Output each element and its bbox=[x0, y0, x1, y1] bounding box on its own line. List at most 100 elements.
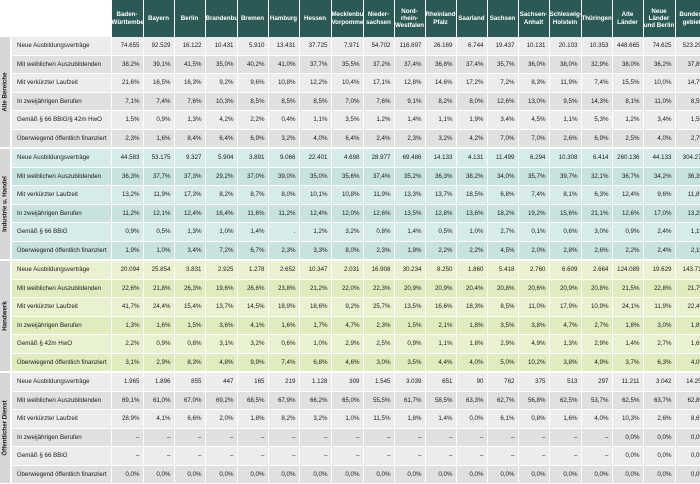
table-row: Gemäß § 42m HwO 2,2% 0,9% 0,8% 3,1% 3,2% 0,6% 1… bbox=[0, 334, 700, 354]
table-cell: 10,4% bbox=[330, 73, 363, 93]
table-cell: 11,5% bbox=[362, 409, 394, 429]
section-label: Handwerk bbox=[1, 301, 9, 331]
table-cell: 61,7% bbox=[393, 391, 425, 410]
table-cell: 22,3% bbox=[362, 279, 394, 298]
table-cell: 20,9% bbox=[393, 279, 425, 298]
table-cell: – bbox=[110, 428, 143, 447]
table-cell: 6,8% bbox=[298, 353, 331, 373]
column-header: Sachsen-Anhalt bbox=[517, 0, 549, 37]
table-cell: – bbox=[236, 446, 268, 466]
table-cell: 7,2% bbox=[486, 73, 518, 93]
table-cell: 0,9% bbox=[110, 222, 143, 242]
table-cell: – bbox=[424, 428, 456, 447]
table-cell: 1,8% bbox=[393, 409, 425, 429]
table-cell: 1,0% bbox=[204, 222, 237, 242]
table-cell: 66,2% bbox=[298, 391, 331, 410]
table-cell: 1,1% bbox=[298, 110, 331, 130]
table-cell: 0,0% bbox=[517, 465, 549, 484]
table-cell: – bbox=[517, 428, 549, 447]
table-cell: 0,9% bbox=[142, 334, 174, 354]
table-cell: 2,2% bbox=[236, 110, 268, 130]
table-cell: 7,6% bbox=[362, 92, 394, 111]
table-cell: 4,2% bbox=[204, 110, 237, 130]
row-label: Gemäß § 66 BBiG bbox=[10, 222, 111, 242]
table-cell: 3,1% bbox=[110, 353, 143, 373]
table-cell: 2,9% bbox=[142, 353, 174, 373]
table-cell: 55,5% bbox=[362, 391, 394, 410]
table-cell: – bbox=[298, 428, 331, 447]
table-cell: 3.891 bbox=[236, 147, 268, 168]
table-cell: 6,3% bbox=[642, 353, 675, 373]
table-cell: 0,0% bbox=[362, 465, 394, 484]
table-cell: 18,6% bbox=[298, 297, 331, 317]
table-cell: 3,4% bbox=[173, 241, 205, 261]
table-cell: 4,8% bbox=[204, 353, 237, 373]
table-cell: 0,6% bbox=[267, 334, 299, 354]
table-cell: 0,0% bbox=[455, 409, 487, 429]
table-cell: 11.211 bbox=[611, 371, 643, 392]
table-cell: 8,0% bbox=[455, 92, 487, 111]
table-cell: 1,0% bbox=[298, 334, 331, 354]
table-cell: 8,5% bbox=[486, 297, 518, 317]
table-cell: 63,3% bbox=[455, 391, 487, 410]
header-corner bbox=[0, 0, 111, 37]
table-cell: 39,7% bbox=[548, 167, 581, 186]
row-label: Neue Ausbildungsverträge bbox=[10, 259, 111, 280]
table-cell: 8,3% bbox=[173, 353, 205, 373]
table-cell: 1.278 bbox=[236, 259, 268, 280]
table-cell: 2,7% bbox=[486, 222, 518, 242]
table-cell: 17,9% bbox=[548, 297, 581, 317]
table-row: Mit weiblichen Auszubildenden 22,6% 21,8% 2… bbox=[0, 279, 700, 298]
table-cell: 8,4% bbox=[173, 129, 205, 149]
table-cell: – bbox=[204, 446, 237, 466]
table-cell: 21,2% bbox=[298, 279, 331, 298]
table-cell: 7,0% bbox=[517, 129, 549, 149]
table-cell: 1,1% bbox=[548, 110, 581, 130]
table-cell: 0,0% bbox=[173, 465, 205, 484]
table-row: Mit verkürzter Laufzeit 13,2% 11,9% 17,3% 8,… bbox=[0, 185, 700, 205]
table-row: Überwiegend öffentlich finanziert 0,0% 0,0… bbox=[0, 465, 700, 484]
table-cell: 12,8% bbox=[424, 204, 456, 223]
table-cell: 20.103 bbox=[548, 37, 581, 56]
table-cell: 2,9% bbox=[580, 334, 612, 354]
table-cell: 21,6% bbox=[110, 73, 143, 93]
table-cell: 3,4% bbox=[486, 110, 518, 130]
table-cell: 17,1% bbox=[362, 73, 394, 93]
row-label: Neue Ausbildungsverträge bbox=[10, 371, 111, 392]
table-cell: 2.652 bbox=[267, 259, 299, 280]
table-cell: 3,8% bbox=[548, 353, 581, 373]
table-cell: 68,5% bbox=[236, 391, 268, 410]
table-cell: 0,0% bbox=[674, 446, 700, 466]
table-cell: 6,3% bbox=[580, 185, 612, 205]
table-cell: 1,9% bbox=[455, 110, 487, 130]
table-cell: 1.545 bbox=[362, 371, 394, 392]
table-cell: – bbox=[173, 446, 205, 466]
table-cell: 1,8% bbox=[455, 316, 487, 335]
table-cell: – bbox=[142, 428, 174, 447]
table-cell: 1,6% bbox=[548, 409, 581, 429]
table-cell: 1,0% bbox=[455, 222, 487, 242]
table-cell: 11,9% bbox=[548, 73, 581, 93]
table-cell: 1.965 bbox=[110, 371, 143, 392]
table-cell: 15,4% bbox=[173, 297, 205, 317]
table-cell: 1.860 bbox=[455, 259, 487, 280]
table-cell: 1,6% bbox=[142, 316, 174, 335]
table-cell: 1,2% bbox=[611, 110, 643, 130]
table-cell: 20.094 bbox=[110, 259, 143, 280]
table-cell: 2,3% bbox=[362, 316, 394, 335]
table-cell: 0,9% bbox=[393, 334, 425, 354]
table-cell: 1,0% bbox=[330, 409, 363, 429]
table-cell: 6,4% bbox=[204, 129, 237, 149]
table-cell: 17,0% bbox=[642, 204, 675, 223]
table-cell: 3,2% bbox=[267, 129, 299, 149]
table-row: Mit weiblichen Auszubildenden 69,1% 61,0% 6… bbox=[0, 391, 700, 410]
table-cell: 2.664 bbox=[580, 259, 612, 280]
table-cell: 1,4% bbox=[393, 222, 425, 242]
table-row: In zweijährigen Berufen 11,2% 12,1% 12,4% 16… bbox=[0, 204, 700, 223]
table-cell: – bbox=[580, 446, 612, 466]
table-cell: 0,0% bbox=[236, 465, 268, 484]
table-cell: – bbox=[267, 446, 299, 466]
table-row: Alle Bereiche Neue Ausbildungsverträge 74.… bbox=[0, 37, 700, 149]
table-cell: – bbox=[580, 428, 612, 447]
table-cell: 0,0% bbox=[642, 446, 675, 466]
